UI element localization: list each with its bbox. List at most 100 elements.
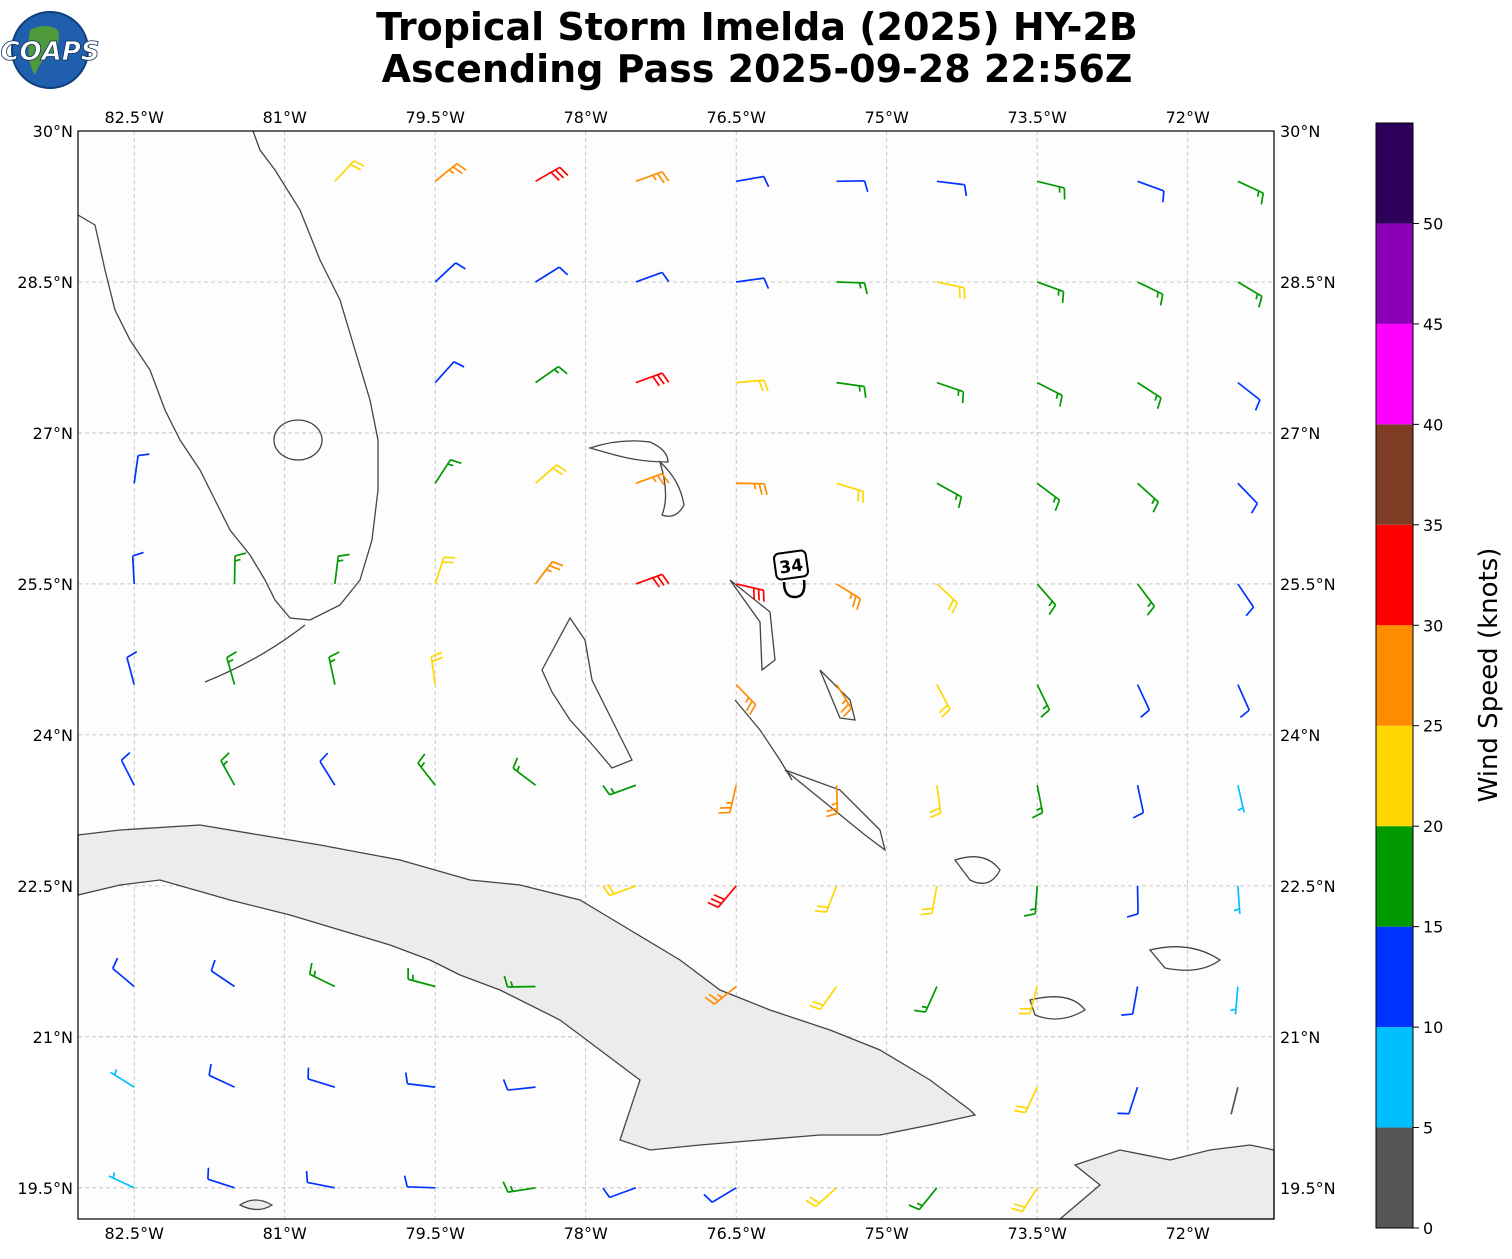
wind-barb xyxy=(1036,482,1061,512)
wind-barb xyxy=(434,262,466,283)
colorbar-bin xyxy=(1376,424,1413,525)
wind-barb xyxy=(1237,684,1251,719)
wind-barb xyxy=(836,179,869,193)
x-tick-label-top: 76.5°W xyxy=(706,108,766,127)
logo: COAPS xyxy=(0,11,100,89)
y-tick-label-right: 25.5°N xyxy=(1280,575,1336,594)
wind-barb xyxy=(836,482,865,503)
colorbar-tick-label: 40 xyxy=(1423,415,1443,434)
hispaniola xyxy=(1058,1144,1275,1220)
wind-barb xyxy=(635,271,670,283)
wind-barb xyxy=(308,962,336,988)
y-tick-label-left: 24°N xyxy=(33,726,73,745)
wind-barb xyxy=(635,472,670,486)
x-tick-label-bottom: 82.5°W xyxy=(104,1224,164,1243)
y-tick-label-right: 24°N xyxy=(1280,726,1320,745)
wind-barb xyxy=(602,784,637,796)
wind-barb xyxy=(1126,885,1139,918)
colorbar-tick-label: 15 xyxy=(1423,918,1443,937)
wind-barb xyxy=(111,957,135,988)
wind-barb xyxy=(736,277,770,289)
wind-barb xyxy=(434,458,462,484)
y-tick-label-right: 19.5°N xyxy=(1280,1179,1336,1198)
wind-barb xyxy=(334,553,350,585)
x-tick-label-top: 81°W xyxy=(263,108,307,127)
wind-barb xyxy=(535,365,568,384)
wind-barb xyxy=(305,1171,336,1189)
x-tick-label-bottom: 73.5°W xyxy=(1007,1224,1067,1243)
wind-barb xyxy=(1230,1086,1239,1115)
wind-barb xyxy=(635,573,670,588)
colorbar: 0 5 10 15 20 25 30 35 40 45 50 xyxy=(1375,122,1443,1238)
x-tick-label-top: 72°W xyxy=(1166,108,1210,127)
annotation-box xyxy=(772,549,810,581)
wind-barb xyxy=(233,552,247,584)
wind-barb xyxy=(1237,785,1246,813)
wind-barb xyxy=(403,1175,436,1189)
wind-barb xyxy=(417,753,436,786)
long-island xyxy=(784,769,887,852)
y-tick-label-right: 30°N xyxy=(1280,122,1320,141)
wind-barb xyxy=(1036,381,1063,407)
wind-barb xyxy=(534,464,567,484)
wind-barb xyxy=(920,885,938,916)
wind-barb xyxy=(1013,1086,1038,1114)
colorbar-label: Wind Speed (knots) xyxy=(1474,548,1504,803)
wind-barb xyxy=(836,381,867,398)
colorbar-bin xyxy=(1376,123,1413,224)
wind-barb xyxy=(1037,180,1066,200)
y-tick-label-right: 21°N xyxy=(1280,1028,1320,1047)
wind-barb xyxy=(602,1187,637,1199)
map-frame xyxy=(77,130,1275,1220)
wind-barb xyxy=(1237,381,1261,411)
colorbar-bin xyxy=(1376,323,1413,425)
colorbar-bin xyxy=(1376,725,1413,827)
wind-barb xyxy=(1137,180,1165,203)
chart-title: Tropical Storm Imelda (2025) HY-2B xyxy=(376,5,1138,49)
wind-barb xyxy=(1137,281,1164,306)
colorbar-tick-label: 25 xyxy=(1423,717,1443,736)
x-tick-label-top: 82.5°W xyxy=(104,108,164,127)
wind-barb xyxy=(1137,381,1162,409)
colorbar-bin xyxy=(1376,1127,1413,1228)
x-tick-label-top: 78°W xyxy=(564,108,608,127)
wind-barb xyxy=(936,180,968,197)
colorbar-tick-label: 0 xyxy=(1423,1219,1433,1238)
wind-barb xyxy=(1136,684,1151,718)
wind-barb xyxy=(736,379,769,392)
wind-barb xyxy=(334,160,365,182)
wind-barb xyxy=(407,967,436,988)
wind-barb xyxy=(535,166,569,183)
wind-barb xyxy=(1036,684,1051,718)
y-tick-label-right: 22.5°N xyxy=(1280,877,1336,896)
colorbar-bin xyxy=(1376,926,1413,1028)
wind-barb xyxy=(836,281,868,295)
chart-subtitle: Ascending Pass 2025-09-28 22:56Z xyxy=(382,47,1133,91)
logo-text: COAPS xyxy=(0,37,99,67)
wind-barb xyxy=(220,752,236,786)
y-tick-label-right: 28.5°N xyxy=(1280,273,1336,292)
wind-barb xyxy=(502,1181,536,1194)
wind-barb xyxy=(434,361,465,384)
eleuthera xyxy=(729,579,776,672)
x-tick-label-top: 75°W xyxy=(865,108,909,127)
max-wind-annotation: 34 xyxy=(772,549,810,599)
wind-barb xyxy=(535,266,569,283)
wind-barb xyxy=(1132,785,1145,819)
wind-barb xyxy=(210,959,235,988)
wind-barb xyxy=(1036,281,1065,303)
wind-barb xyxy=(908,1187,938,1211)
x-tick-label-bottom: 78°W xyxy=(564,1224,608,1243)
wind-barb xyxy=(718,785,738,814)
wind-barb xyxy=(208,1063,235,1088)
abaco xyxy=(658,459,685,517)
inagua xyxy=(1029,996,1086,1020)
wind-barb xyxy=(1230,986,1239,1015)
wind-barb xyxy=(736,175,770,188)
x-tick-label-bottom: 79.5°W xyxy=(405,1224,465,1243)
wind-barb xyxy=(836,583,862,610)
x-tick-label-bottom: 72°W xyxy=(1166,1224,1210,1243)
wind-barb xyxy=(704,985,737,1005)
wind-barb xyxy=(1018,986,1039,1015)
